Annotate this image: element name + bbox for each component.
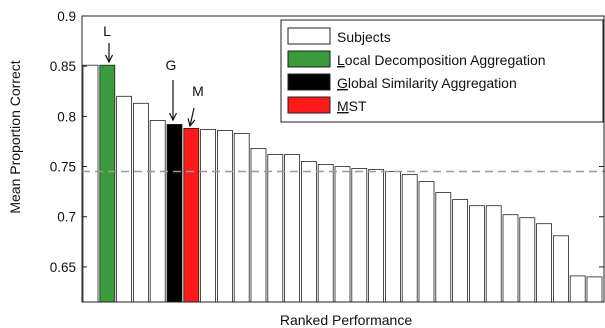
y-tick-label: 0.65 <box>50 260 76 275</box>
bar-subjects <box>401 174 418 303</box>
legend-swatch-mst <box>287 96 331 114</box>
annotation-label: M <box>192 83 204 99</box>
legend-label-global: Global Similarity Aggregation <box>337 75 517 91</box>
y-tick-label: 0.75 <box>50 160 76 175</box>
bar-subjects <box>502 214 519 303</box>
bar-local <box>99 64 116 303</box>
bar-subjects <box>384 171 401 303</box>
legend: Subjects Local Decomposition Aggregation G… <box>280 19 604 123</box>
bar-subjects <box>216 129 233 303</box>
bar-subjects <box>334 166 351 303</box>
bar-subjects <box>267 154 284 303</box>
legend-label-local: Local Decomposition Aggregation <box>337 52 546 68</box>
legend-label-subjects: Subjects <box>337 29 391 45</box>
bar-subjects <box>553 235 569 303</box>
legend-swatch-local <box>287 50 331 68</box>
legend-swatch-global <box>287 73 331 91</box>
bar-subjects <box>435 192 452 303</box>
bar-global <box>166 124 183 303</box>
annotation-arrow-head <box>104 54 114 64</box>
y-tick-label: 0.7 <box>57 210 76 225</box>
annotation-label: G <box>166 57 177 73</box>
y-tick-label: 0.9 <box>57 9 76 24</box>
bar-subjects <box>149 120 166 303</box>
annotation-arrow-shaft <box>189 107 195 127</box>
bars-layer <box>82 64 603 303</box>
y-axis-label: Mean Proportion Correct <box>7 60 23 213</box>
annotation-label: L <box>103 23 111 39</box>
bar-subjects <box>132 102 149 303</box>
annotation-arrow-head <box>187 118 196 128</box>
bar-subjects <box>200 128 217 303</box>
bar-subjects <box>569 275 586 303</box>
bar-mst <box>183 127 200 303</box>
bar-subjects <box>485 205 502 303</box>
x-axis-label: Ranked Performance <box>280 312 413 328</box>
bar-subjects <box>233 132 250 303</box>
bar-subjects <box>519 217 536 303</box>
plot-frame <box>81 15 605 303</box>
bar-subjects <box>300 161 317 303</box>
legend-label-mst: MST <box>337 98 367 114</box>
annotation-arrow-head <box>168 112 178 122</box>
y-tick-label: 0.85 <box>50 59 76 74</box>
bar-subjects <box>586 276 603 303</box>
legend-box <box>280 19 604 123</box>
annotations-layer: L GM <box>103 23 204 128</box>
axes-layer: 0.65 0.7 0.75 0.8 0.85 0.9 <box>50 9 605 303</box>
bar-subjects <box>284 154 301 303</box>
bar-subjects <box>468 205 485 303</box>
bar-subjects <box>536 223 552 303</box>
legend-swatch-subjects <box>287 27 331 45</box>
bar-subjects <box>452 199 469 303</box>
bar-subjects <box>317 164 334 303</box>
y-tick-label: 0.8 <box>57 109 76 124</box>
bar-subjects <box>351 168 368 303</box>
bar-subjects <box>116 95 132 303</box>
bar-subjects <box>418 181 435 303</box>
bar-subjects <box>368 169 385 303</box>
